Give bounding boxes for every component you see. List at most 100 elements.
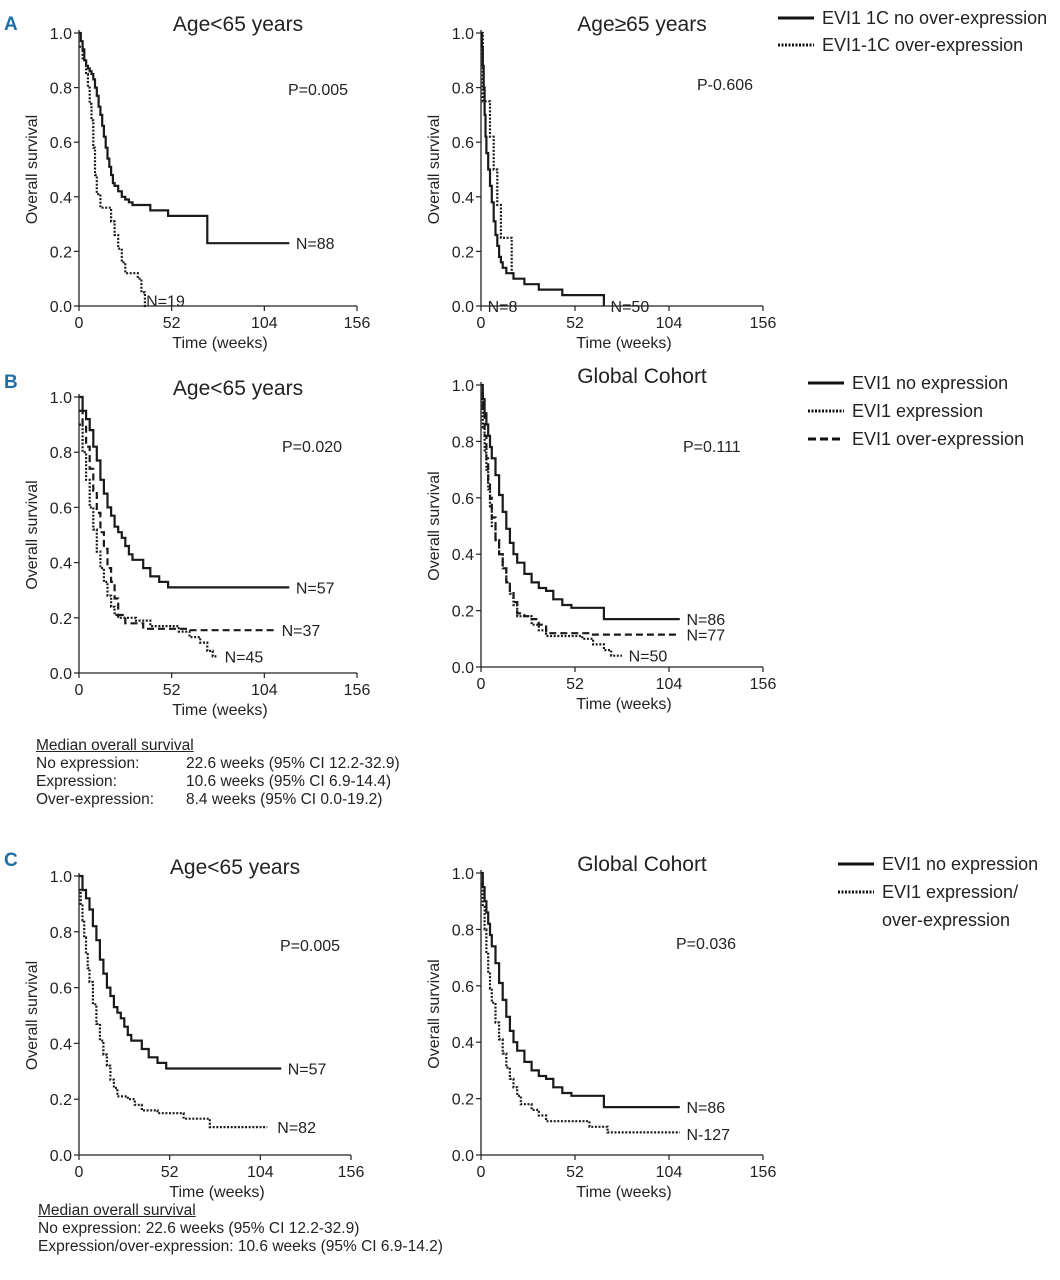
survival-curve-solid (79, 395, 290, 589)
y-tick-label: 1.0 (452, 26, 474, 43)
median-row: No expression: 22.6 weeks (95% CI 12.2-3… (36, 755, 400, 773)
survival-curve-dotted (481, 883, 680, 1134)
y-tick-label: 1.0 (50, 869, 72, 886)
median-survival-c: Median overall survival No expression: 2… (38, 1202, 443, 1256)
legend-a: EVI1 1C no over-expression EVI1-1C over-e… (778, 8, 1047, 55)
legends-layer: EVI1 1C no over-expression EVI1-1C over-e… (778, 8, 1047, 930)
chart-title: Global Cohort (577, 853, 707, 876)
survival-curve-dotted (481, 398, 622, 657)
x-tick-label: 156 (750, 1164, 777, 1181)
legend-label: EVI1 over-expression (852, 429, 1024, 449)
x-tick-label: 0 (477, 676, 486, 693)
median-line: No expression: 22.6 weeks (95% CI 12.2-3… (38, 1220, 360, 1237)
y-axis-title: Overall survival (24, 115, 41, 224)
n-at-risk-label: N=86 (686, 612, 725, 629)
y-tick-label: 0.4 (50, 190, 72, 207)
panel-letter-c: C (4, 850, 18, 871)
x-tick-label: 52 (566, 1164, 584, 1181)
y-tick-label: 0.6 (452, 979, 474, 996)
survival-curve-solid (481, 383, 680, 621)
n-at-risk-label: N=37 (282, 623, 321, 640)
legend-label: EVI1 1C no over-expression (822, 8, 1047, 28)
y-tick-label: 0.6 (452, 135, 474, 152)
km-chart-c-left: 0.0 0.2 0.4 0.6 0.8 1.0 0 52 104 156 Age<65 years T… (24, 856, 364, 1201)
x-tick-label: 52 (566, 315, 584, 332)
y-tick-label: 0.0 (50, 1148, 72, 1165)
p-value-label: P=0.111 (683, 439, 741, 456)
y-tick-label: 0.2 (50, 1092, 72, 1109)
chart-title: Age≥65 years (577, 13, 706, 36)
x-axis-title: Time (weeks) (576, 696, 671, 713)
median-title-b: Median overall survival (36, 737, 194, 754)
km-chart-b-left: 0.0 0.2 0.4 0.6 0.8 1.0 0 52 104 156 Age<65 years T… (24, 377, 370, 719)
n-at-risk-label: N=82 (277, 1120, 316, 1137)
x-tick-label: 52 (163, 315, 181, 332)
x-tick-label: 104 (656, 315, 683, 332)
x-tick-label: 104 (251, 682, 278, 699)
y-tick-label: 1.0 (452, 378, 474, 395)
n-at-risk-label: N=8 (488, 299, 518, 316)
km-chart-a-right: 0.0 0.2 0.4 0.6 0.8 1.0 0 52 104 156 Age≥65 years T… (426, 13, 776, 352)
x-axis-title: Time (weeks) (172, 702, 267, 719)
y-tick-label: 0.2 (50, 611, 72, 628)
y-tick-label: 1.0 (50, 26, 72, 43)
n-at-risk-label: N=57 (288, 1062, 327, 1079)
x-tick-label: 0 (477, 1164, 486, 1181)
survival-curve-solid (480, 31, 605, 306)
y-tick-label: 0.0 (452, 1148, 474, 1165)
survival-curve-dashed (79, 409, 275, 632)
y-tick-label: 0.0 (452, 299, 474, 316)
x-axis-title: Time (weeks) (576, 1184, 671, 1201)
median-row-value: 22.6 weeks (95% CI 12.2-32.9) (186, 755, 400, 772)
n-at-risk-label: N=57 (296, 580, 335, 597)
y-axis-title: Overall survival (426, 471, 443, 580)
y-tick-label: 0.0 (50, 666, 72, 683)
chart-title: Age<65 years (173, 377, 303, 400)
survival-curve-dotted (79, 888, 268, 1129)
y-axis-title: Overall survival (426, 115, 443, 224)
y-tick-label: 0.6 (50, 135, 72, 152)
n-at-risk-label: N=86 (686, 1100, 725, 1117)
p-value-label: P=0.020 (282, 439, 342, 456)
y-axis-title: Overall survival (24, 480, 41, 589)
median-row-label: No expression: (36, 755, 140, 772)
x-tick-label: 52 (161, 1164, 179, 1181)
x-tick-label: 0 (477, 315, 486, 332)
panel-letter-b: B (4, 372, 18, 393)
x-tick-label: 0 (75, 1164, 84, 1181)
x-tick-label: 104 (656, 676, 683, 693)
x-tick-label: 156 (750, 315, 777, 332)
median-row-label: Over-expression: (36, 791, 155, 808)
chart-title: Global Cohort (577, 365, 707, 388)
legend-c: EVI1 no expression EVI1 expression/over-e… (838, 854, 1038, 930)
x-tick-label: 156 (338, 1164, 365, 1181)
x-tick-label: 104 (251, 315, 278, 332)
n-at-risk-label: N=88 (296, 236, 335, 253)
legend-label: EVI1 expression (852, 401, 983, 421)
n-at-risk-label: N=77 (686, 628, 725, 645)
x-tick-label: 0 (75, 315, 84, 332)
n-at-risk-label: N=19 (146, 294, 185, 311)
y-tick-label: 0.6 (50, 500, 72, 517)
x-tick-label: 156 (344, 682, 371, 699)
y-tick-label: 0.8 (50, 925, 72, 942)
p-value-label: P=0.036 (676, 936, 736, 953)
chart-title: Age<65 years (173, 13, 303, 36)
y-tick-label: 0.8 (452, 81, 474, 98)
survival-curve-dotted (79, 45, 147, 308)
x-axis-title: Time (weeks) (169, 1184, 264, 1201)
median-row-value: 10.6 weeks (95% CI 6.9-14.4) (186, 773, 392, 790)
chart-title: Age<65 years (170, 856, 300, 879)
median-row-value: 8.4 weeks (95% CI 0.0-19.2) (186, 791, 383, 808)
median-row: Expression: 10.6 weeks (95% CI 6.9-14.4) (36, 773, 400, 791)
p-value-label: P=0.005 (288, 82, 348, 99)
y-axis-title: Overall survival (24, 961, 41, 1070)
median-line: Expression/over-expression: 10.6 weeks (… (38, 1238, 443, 1255)
x-tick-label: 104 (656, 1164, 683, 1181)
x-tick-label: 156 (750, 676, 777, 693)
y-tick-label: 0.2 (452, 1092, 474, 1109)
survival-curve-dotted (79, 423, 218, 658)
x-axis-title: Time (weeks) (172, 335, 267, 352)
n-at-risk-label: N-127 (686, 1127, 730, 1144)
